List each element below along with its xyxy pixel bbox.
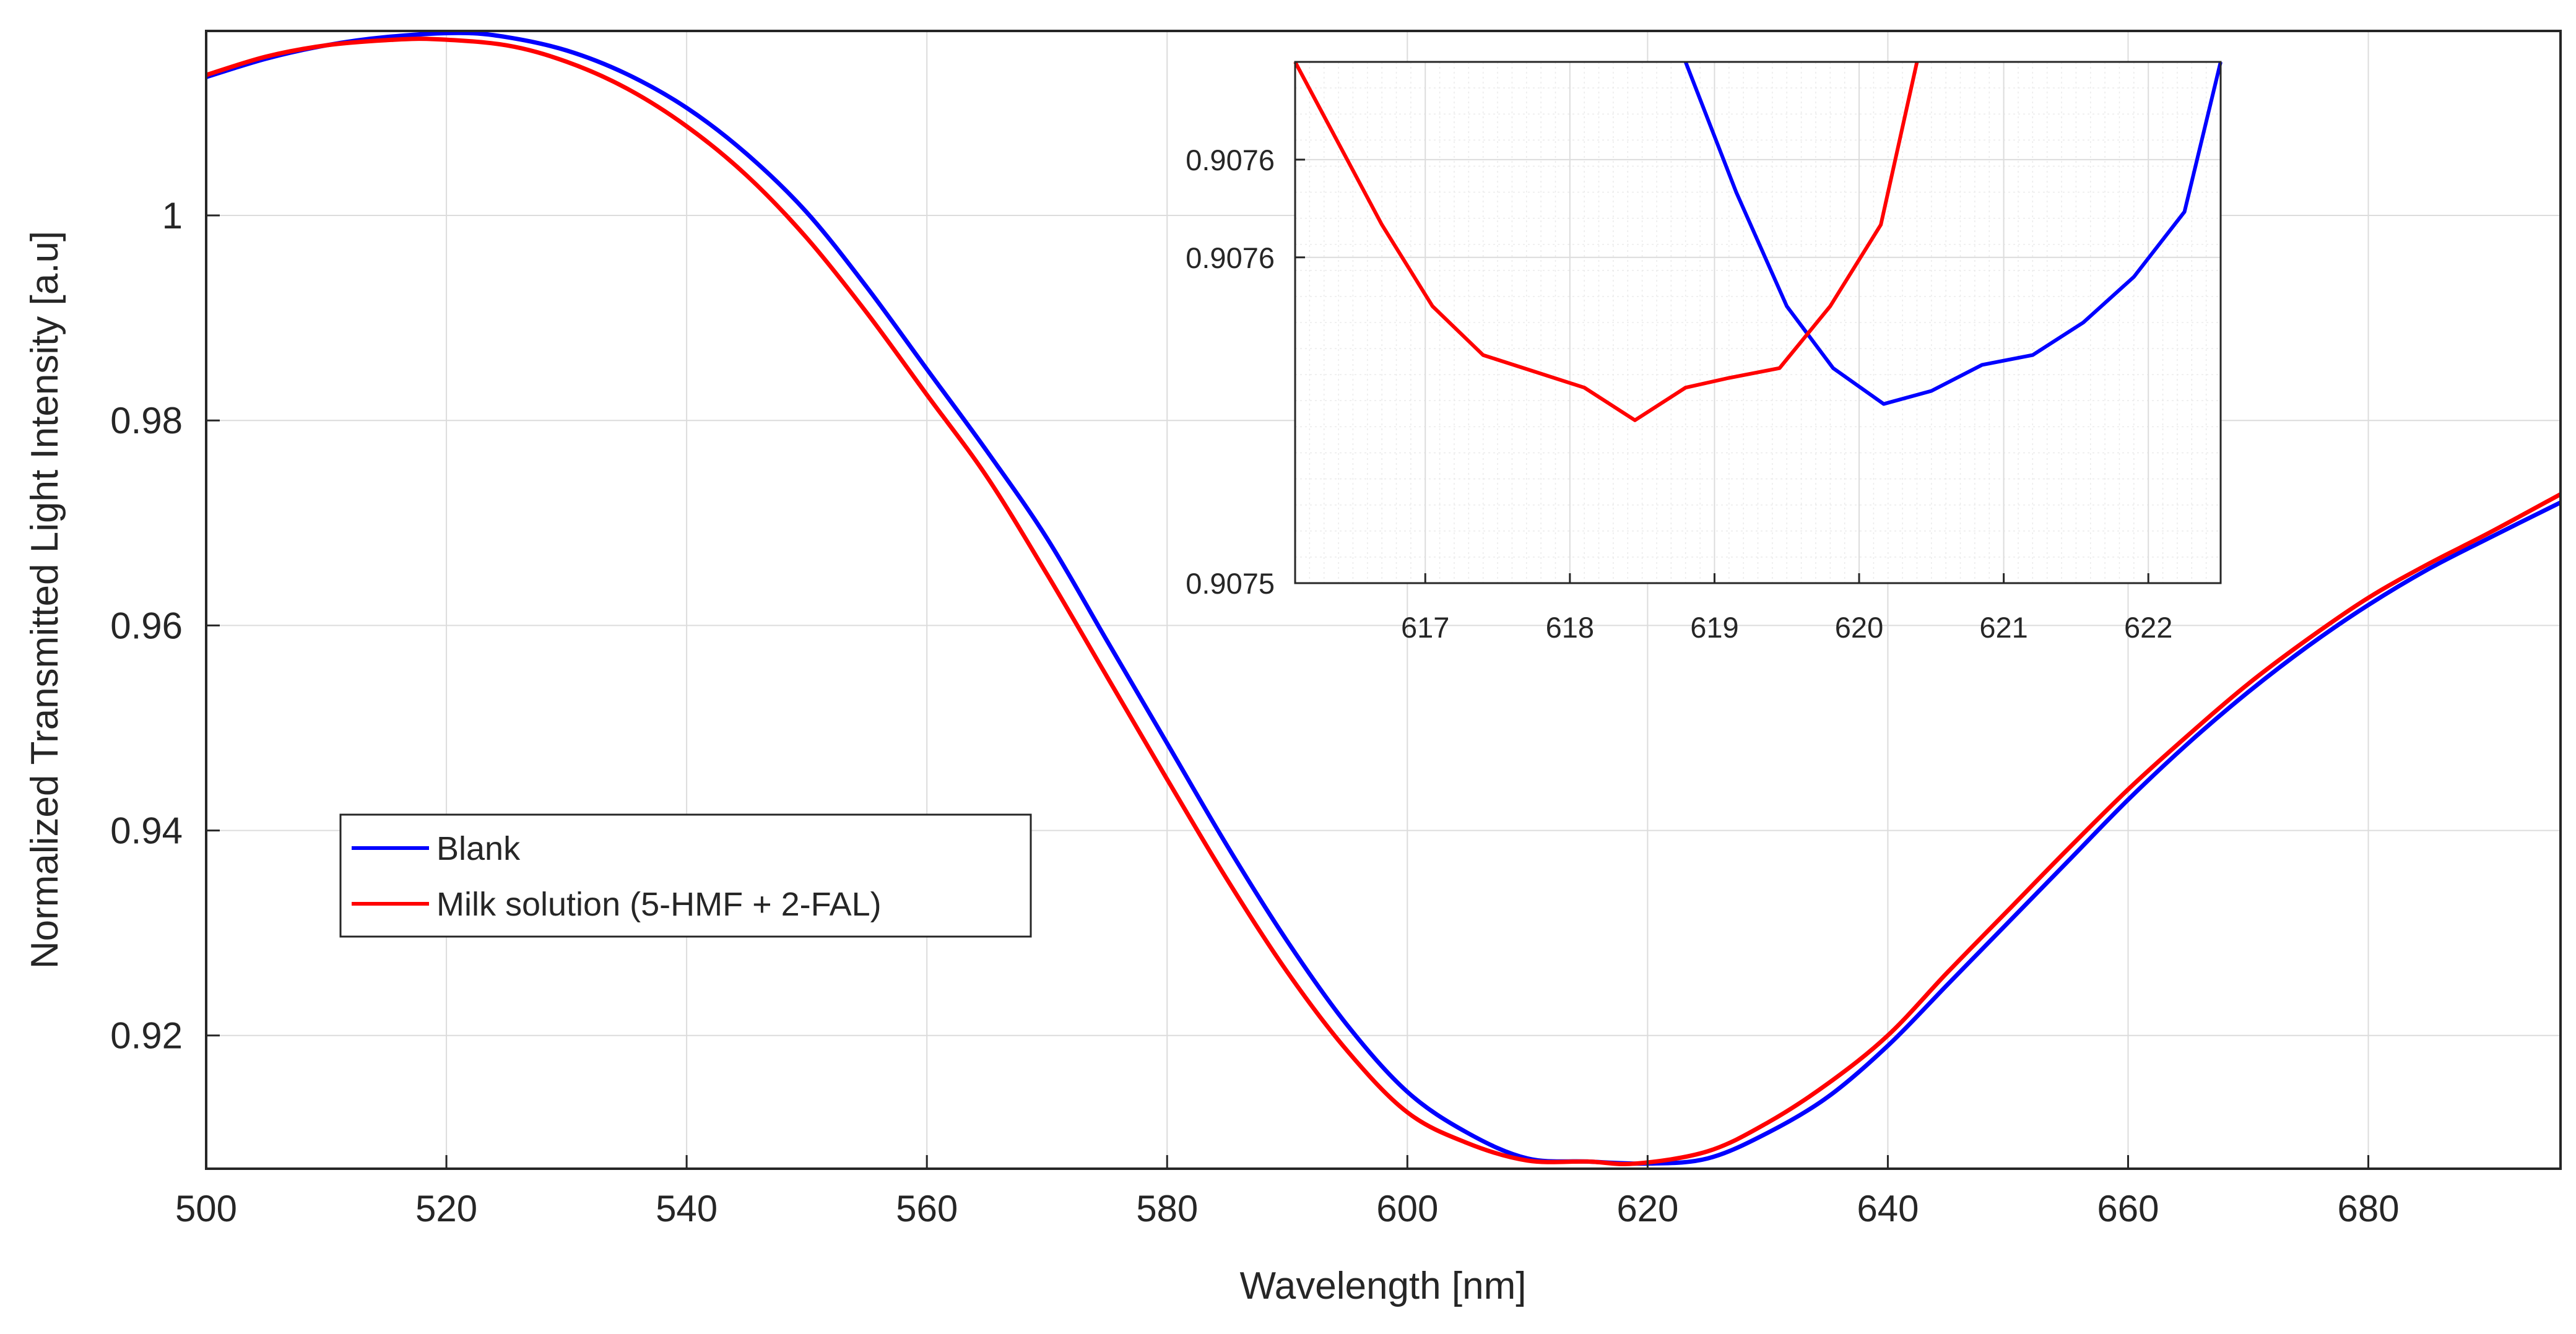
inset-series-line-blank	[1683, 61, 2223, 406]
main-x-tick-label: 540	[656, 1188, 718, 1229]
main-x-tick-label: 500	[175, 1188, 237, 1229]
main-x-tick-label: 660	[2097, 1188, 2159, 1229]
inset-y-tick-label: 0.9076	[1186, 241, 1275, 274]
main-ticks: 500 520 540 560 580 600 620 640 660 680 0.92 0.94 0.…	[110, 195, 2399, 1229]
main-y-tick-label: 0.94	[110, 810, 183, 852]
main-x-tick-label: 680	[2337, 1188, 2399, 1229]
main-y-tick-label: 0.98	[110, 400, 183, 441]
main-x-tick-label: 620	[1616, 1188, 1678, 1229]
inset-x-tick-label: 622	[2124, 611, 2172, 644]
legend-label-blank: Blank	[436, 830, 521, 867]
x-axis-label: Wavelength [nm]	[1240, 1265, 1527, 1307]
y-axis-label: Normalized Transmitted Light Intensity […	[24, 231, 66, 969]
inset-x-tick-label: 619	[1690, 611, 1738, 644]
legend: Blank Milk solution (5-HMF + 2-FAL)	[339, 813, 1032, 938]
main-x-tick-label: 640	[1857, 1188, 1919, 1229]
main-x-tick-label: 520	[415, 1188, 477, 1229]
main-y-tick-label: 0.96	[110, 605, 183, 646]
main-axes-box	[205, 30, 2562, 1170]
inset-grid	[1295, 62, 2221, 584]
legend-label-milk: Milk solution (5-HMF + 2-FAL)	[436, 886, 882, 923]
main-x-tick-label: 580	[1136, 1188, 1198, 1229]
main-series	[205, 30, 2562, 1167]
inset-axes-box	[1294, 61, 2222, 584]
main-y-tick-label: 1	[162, 195, 183, 236]
inset-y-tick-label: 0.9075	[1186, 567, 1275, 600]
legend-box	[339, 813, 1032, 938]
inset-y-tick-label: 0.9076	[1186, 144, 1275, 176]
main-x-tick-label: 560	[896, 1188, 958, 1229]
inset-x-tick-label: 621	[1979, 611, 2027, 644]
inset-x-tick-label: 617	[1401, 611, 1449, 644]
inset-x-tick-label: 620	[1835, 611, 1883, 644]
main-y-tick-label: 0.92	[110, 1015, 183, 1057]
inset-chart: 617 618 619 620 621 622 0.9075 0.9076 0.9076	[1186, 61, 2223, 644]
inset-series	[1293, 61, 2223, 422]
main-series-line-milk	[205, 37, 2562, 1167]
main-x-tick-label: 600	[1376, 1188, 1438, 1229]
inset-x-tick-label: 618	[1546, 611, 1594, 644]
main-series-line-blank	[205, 30, 2562, 1166]
inset-series-line-milk	[1293, 61, 1919, 422]
inset-ticks: 617 618 619 620 621 622 0.9075 0.9076 0.9076	[1186, 144, 2172, 644]
